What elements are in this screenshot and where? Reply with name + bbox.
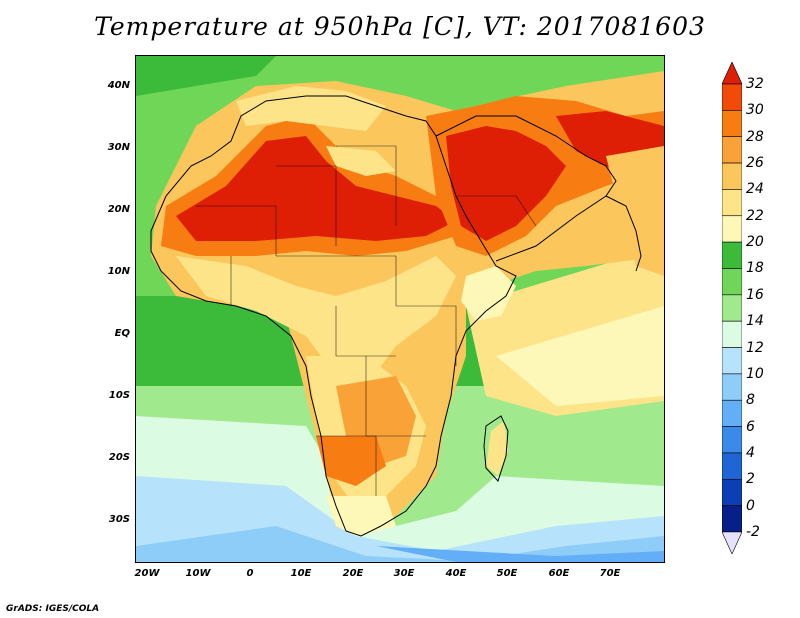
colorbar-tick-label: 18 [746,260,764,277]
lon-label: 50E [496,568,518,579]
colorbar-tick-label: 28 [746,128,764,145]
lon-label: 60E [548,568,570,579]
colorbar-segment [722,452,742,480]
lat-label: 20S [108,452,130,463]
colorbar-tick-label: 16 [746,286,764,303]
lon-label: 70E [599,568,621,579]
colorbar-segment [722,189,742,217]
colorbar-segment [722,478,742,506]
lat-label: EQ [114,328,130,339]
colorbar-segment [722,399,742,427]
lon-label: 30E [393,568,415,579]
colorbar-segment [722,268,742,296]
colorbar-tick-label: 10 [746,365,764,382]
colorbar-segment [722,531,742,554]
colorbar-segment [722,294,742,322]
colorbar-tick-label: 14 [746,313,764,330]
lat-label: 10S [108,390,130,401]
colorbar-segment [722,162,742,190]
coastlines [150,95,642,537]
colorbar-tick-label: 20 [746,234,764,251]
colorbar-segment [722,62,742,85]
colorbar-tick-label: 26 [746,155,764,172]
colorbar-segment [722,83,742,111]
colorbar-segment [722,241,742,269]
colorbar-segment [722,426,742,454]
footer-credit: GrADS: IGES/COLA [6,604,100,614]
colorbar-tick-label: 4 [746,444,755,461]
colorbar-tick-label: 6 [746,418,755,435]
lon-label: 40E [445,568,467,579]
colorbar-tick-label: 0 [746,497,755,514]
lat-label: 10N [107,266,130,277]
colorbar-tick-label: 8 [746,392,755,409]
lat-label: 30S [108,514,130,525]
lat-label: 20N [107,204,130,215]
colorbar-tick-label: 32 [746,76,764,92]
lon-label: 20E [342,568,364,579]
colorbar-tick-label: 12 [746,339,764,356]
lon-label: 10E [290,568,312,579]
lon-label: 0 [246,568,254,579]
land-temperature-field [151,71,664,536]
colorbar-tick-label: 2 [746,471,755,488]
lat-label: 40N [107,80,130,91]
colorbar-segment [722,136,742,164]
colorbar-segment [722,373,742,401]
colorbar [722,62,742,554]
map-title: Temperature at 950hPa [C], VT: 201708160… [94,12,706,41]
temperature-map [135,55,665,563]
lon-label: 10W [185,568,211,579]
lat-label: 30N [107,142,130,153]
colorbar-segment [722,347,742,375]
colorbar-segment [722,110,742,138]
colorbar-tick-label: 24 [746,181,764,198]
colorbar-tick-label: 22 [746,207,764,224]
colorbar-segment [722,320,742,348]
colorbar-segment [722,215,742,243]
country-borders [196,145,537,496]
lon-label: 20W [134,568,160,579]
colorbar-segment [722,505,742,533]
colorbar-tick-label: 30 [746,102,764,119]
colorbar-tick-label: -2 [746,524,760,540]
